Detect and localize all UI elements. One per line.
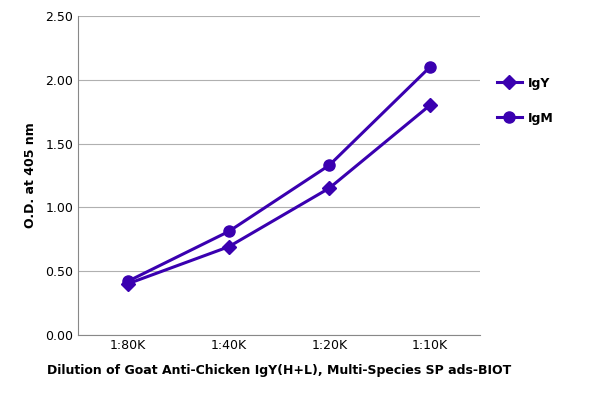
IgY (225, 244, 232, 249)
IgY (125, 281, 132, 286)
IgY (326, 186, 333, 191)
IgM (225, 229, 232, 234)
X-axis label: Dilution of Goat Anti-Chicken IgY(H+L), Multi-Species SP ads-BIOT: Dilution of Goat Anti-Chicken IgY(H+L), … (47, 364, 511, 377)
IgM (326, 163, 333, 168)
Legend: IgY, IgM: IgY, IgM (490, 70, 560, 131)
IgM (125, 279, 132, 284)
Line: IgM: IgM (122, 62, 436, 287)
Line: IgY: IgY (124, 100, 434, 288)
IgM (426, 65, 433, 70)
Y-axis label: O.D. at 405 nm: O.D. at 405 nm (24, 122, 37, 228)
IgY (426, 103, 433, 108)
